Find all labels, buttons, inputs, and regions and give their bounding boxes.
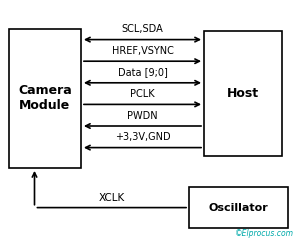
Bar <box>204 31 282 156</box>
Text: HREF,VSYNC: HREF,VSYNC <box>112 46 173 56</box>
Bar <box>189 187 288 228</box>
Text: PWDN: PWDN <box>127 111 158 121</box>
Text: XCLK: XCLK <box>99 193 125 203</box>
Text: SCL,SDA: SCL,SDA <box>122 24 164 34</box>
Text: Data [9;0]: Data [9;0] <box>118 67 167 78</box>
Text: ©Elprocus.com: ©Elprocus.com <box>235 228 294 238</box>
Text: +3,3V,GND: +3,3V,GND <box>115 132 170 142</box>
Bar <box>9 29 81 168</box>
Text: Host: Host <box>227 87 259 100</box>
Text: Camera
Module: Camera Module <box>18 84 72 112</box>
Text: Oscillator: Oscillator <box>208 203 268 213</box>
Text: PCLK: PCLK <box>130 89 155 99</box>
